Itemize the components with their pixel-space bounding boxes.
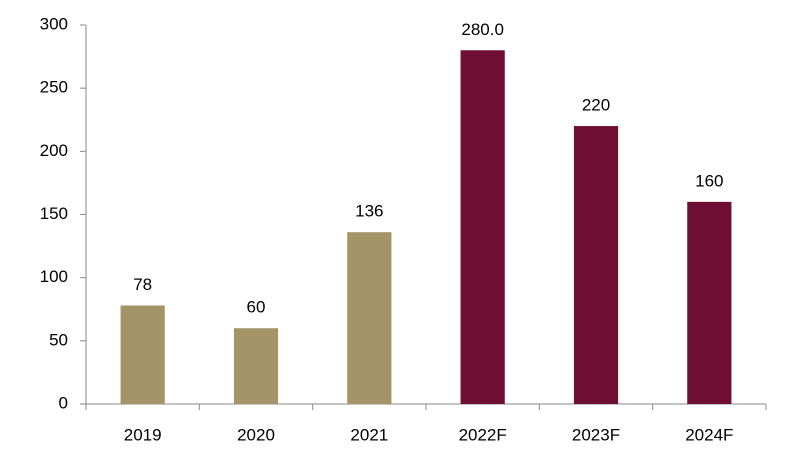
- x-tick-label: 2021: [350, 425, 388, 444]
- value-label: 60: [247, 298, 266, 317]
- y-tick-label: 50: [49, 330, 68, 349]
- value-label: 280.0: [461, 20, 504, 39]
- y-tick-label: 250: [40, 78, 68, 97]
- y-tick-label: 100: [40, 267, 68, 286]
- bar: [120, 305, 165, 404]
- bar: [687, 201, 732, 404]
- bar: [573, 126, 619, 405]
- bar: [233, 328, 279, 404]
- x-tick-label: 2023F: [572, 425, 620, 444]
- x-tick-label: 2019: [124, 425, 162, 444]
- x-tick-label: 2024F: [685, 425, 733, 444]
- y-tick-label: 200: [40, 141, 68, 160]
- bar: [347, 232, 392, 404]
- value-label: 220: [582, 96, 610, 115]
- value-label: 78: [133, 275, 152, 294]
- x-tick-label: 2022F: [459, 425, 507, 444]
- x-tick-label: 2020: [237, 425, 275, 444]
- bar: [460, 50, 505, 405]
- y-tick-label: 0: [59, 393, 68, 412]
- value-label: 160: [695, 171, 723, 190]
- y-tick-label: 150: [40, 204, 68, 223]
- value-label: 136: [355, 202, 383, 221]
- y-tick-label: 300: [40, 14, 68, 33]
